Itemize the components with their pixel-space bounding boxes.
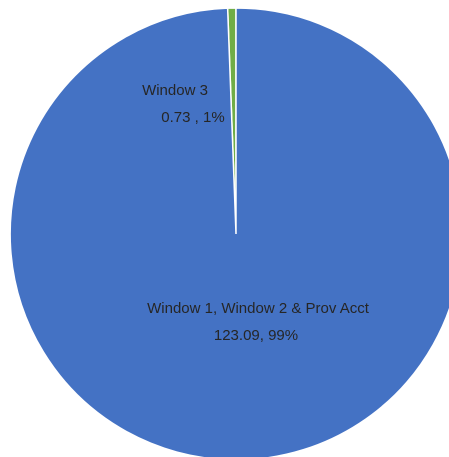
slice-label-window-3-name: Window 3 xyxy=(142,82,208,99)
slice-label-window-1-2-prov-value: 123.09, 99% xyxy=(214,327,298,344)
pie-slices xyxy=(9,7,449,457)
slice-label-window-3-value: 0.73 , 1% xyxy=(161,109,224,126)
slice-label-window-1-2-prov-name: Window 1, Window 2 & Prov Acct xyxy=(147,300,370,317)
pie-slice-window-1-2-prov-acct xyxy=(9,7,449,457)
